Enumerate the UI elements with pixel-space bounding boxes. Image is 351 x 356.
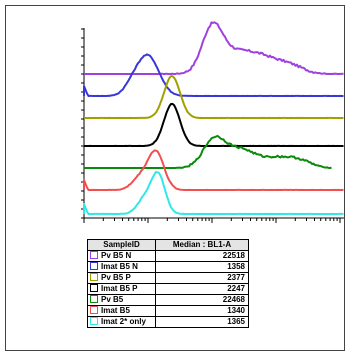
median-header: Median : BL1-A: [155, 239, 249, 251]
histogram-curve-2: [83, 53, 344, 97]
sample-name: Pv B5 P: [101, 273, 131, 282]
sample-id-header: SampleID: [87, 239, 156, 251]
histogram-curve-6: [83, 149, 344, 191]
sample-name: Imat B5: [101, 306, 130, 315]
series-swatch: [90, 284, 98, 292]
histogram-curve-3: [84, 75, 344, 119]
sample-name: Imat B5 P: [101, 284, 138, 293]
table-header-row: SampleID Median : BL1-A: [87, 239, 249, 251]
series-swatch: [90, 317, 98, 325]
sample-name: Imat 2* only: [101, 317, 146, 326]
table-row: Pv B5 N 22518: [87, 250, 249, 262]
histogram-curve-7: [83, 170, 344, 215]
series-swatch: [90, 273, 98, 281]
median-value: 2247: [155, 283, 249, 295]
series-swatch: [90, 262, 98, 270]
histogram-curve-4: [84, 102, 344, 147]
series-swatch: [90, 306, 98, 314]
median-value: 1340: [155, 305, 249, 317]
table-row: Imat B5 P 2247: [87, 283, 249, 295]
sample-name: Pv B5: [101, 295, 124, 304]
median-value: 22518: [155, 250, 249, 262]
table-row: Imat 2* only 1365: [87, 316, 249, 328]
median-value: 22468: [155, 294, 249, 306]
histogram-curve-5: [84, 134, 332, 169]
table-row: Imat B5 N 1358: [87, 261, 249, 273]
median-value: 2377: [155, 272, 249, 284]
median-value: 1365: [155, 316, 249, 328]
series-swatch: [90, 251, 98, 259]
plot-axes: [81, 28, 344, 223]
median-value: 1358: [155, 261, 249, 273]
table-row: Imat B5 1340: [87, 305, 249, 317]
histogram-curves: [83, 21, 344, 215]
sample-median-table: SampleID Median : BL1-A Pv B5 N 22518 Im…: [87, 239, 249, 328]
table-row: Pv B5 22468: [87, 294, 249, 306]
histogram-curve-1: [84, 21, 344, 75]
sample-name: Pv B5 N: [101, 251, 132, 260]
table-row: Pv B5 P 2377: [87, 272, 249, 284]
sample-name: Imat B5 N: [101, 262, 138, 271]
series-swatch: [90, 295, 98, 303]
